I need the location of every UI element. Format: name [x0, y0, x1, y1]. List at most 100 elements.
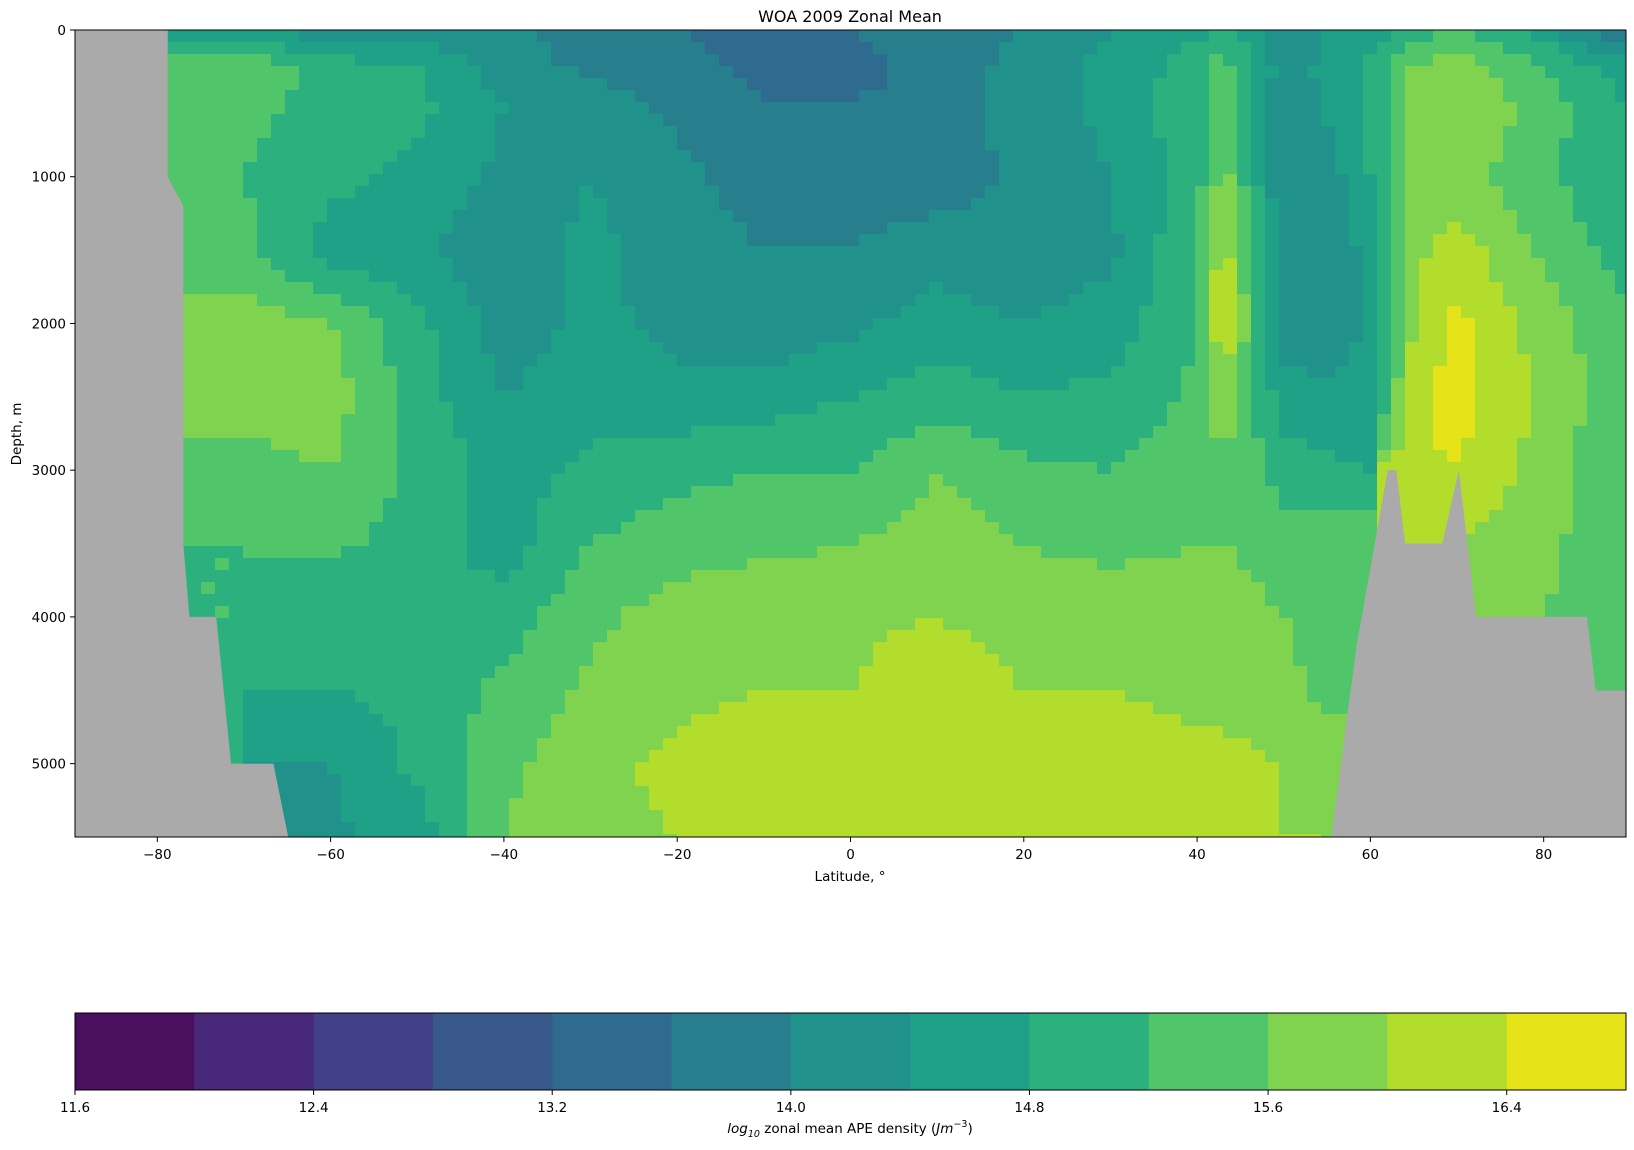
- contour-cell: [1615, 270, 1626, 283]
- contour-cell: [957, 450, 972, 463]
- contour-cell: [803, 54, 818, 67]
- contour-cell: [1335, 342, 1350, 355]
- contour-cell: [915, 234, 930, 247]
- contour-cell: [1125, 486, 1140, 499]
- contour-cell: [957, 534, 972, 547]
- contour-cell: [719, 258, 734, 271]
- contour-cell: [761, 318, 776, 331]
- contour-cell: [733, 318, 748, 331]
- contour-cell: [1321, 294, 1336, 307]
- contour-cell: [971, 126, 986, 139]
- contour-cell: [887, 210, 902, 223]
- contour-cell: [1377, 414, 1392, 427]
- contour-cell: [341, 102, 356, 115]
- contour-cell: [425, 318, 440, 331]
- contour-cell: [243, 390, 258, 403]
- contour-cell: [481, 390, 496, 403]
- contour-cell: [1209, 522, 1224, 535]
- contour-cell: [915, 294, 930, 307]
- contour-cell: [1405, 186, 1420, 199]
- contour-cell: [733, 210, 748, 223]
- contour-cell: [775, 138, 790, 151]
- contour-cell: [1069, 30, 1084, 43]
- contour-cell: [1293, 114, 1308, 127]
- contour-cell: [1489, 318, 1504, 331]
- contour-cell: [859, 234, 874, 247]
- contour-cell: [1251, 534, 1266, 547]
- contour-cell: [355, 102, 370, 115]
- contour-cell: [1251, 102, 1266, 115]
- contour-cell: [1475, 234, 1490, 247]
- contour-cell: [635, 126, 650, 139]
- contour-cell: [1125, 114, 1140, 127]
- contour-cell: [817, 354, 832, 367]
- contour-cell: [1139, 66, 1154, 79]
- contour-cell: [957, 114, 972, 127]
- contour-cell: [873, 378, 888, 391]
- contour-cell: [327, 534, 342, 547]
- contour-cell: [1405, 42, 1420, 55]
- contour-cell: [383, 414, 398, 427]
- contour-cell: [789, 402, 804, 415]
- contour-cell: [1069, 378, 1084, 391]
- contour-cell: [187, 78, 202, 91]
- contour-cell: [243, 210, 258, 223]
- contour-cell: [1601, 498, 1616, 511]
- contour-cell: [439, 210, 454, 223]
- contour-cell: [1307, 138, 1322, 151]
- contour-cell: [453, 426, 468, 439]
- contour-cell: [803, 234, 818, 247]
- contour-cell: [1069, 150, 1084, 163]
- contour-cell: [1265, 222, 1280, 235]
- contour-cell: [1167, 126, 1182, 139]
- contour-cell: [411, 342, 426, 355]
- contour-cell: [1027, 318, 1042, 331]
- contour-cell: [215, 246, 230, 259]
- contour-cell: [747, 66, 762, 79]
- contour-cell: [201, 522, 216, 535]
- contour-cell: [929, 378, 944, 391]
- contour-cell: [467, 474, 482, 487]
- contour-cell: [1195, 234, 1210, 247]
- contour-cell: [859, 342, 874, 355]
- contour-cell: [215, 222, 230, 235]
- contour-cell: [957, 186, 972, 199]
- contour-cell: [649, 186, 664, 199]
- contour-cell: [1139, 390, 1154, 403]
- contour-cell: [1097, 246, 1112, 259]
- contour-cell: [887, 558, 902, 571]
- contour-cell: [397, 438, 412, 451]
- contour-cell: [649, 474, 664, 487]
- contour-cell: [635, 282, 650, 295]
- contour-cell: [299, 258, 314, 271]
- contour-cell: [677, 390, 692, 403]
- contour-cell: [985, 378, 1000, 391]
- contour-cell: [537, 42, 552, 55]
- contour-cell: [1111, 222, 1126, 235]
- contour-cell: [971, 438, 986, 451]
- contour-cell: [915, 414, 930, 427]
- contour-cell: [1503, 222, 1518, 235]
- contour-cell: [775, 258, 790, 271]
- contour-cell: [957, 90, 972, 103]
- contour-cell: [1265, 498, 1280, 511]
- contour-cell: [803, 498, 818, 511]
- contour-cell: [1503, 126, 1518, 139]
- contour-cell: [187, 30, 202, 43]
- contour-cell: [1447, 114, 1462, 127]
- contour-cell: [719, 450, 734, 463]
- contour-cell: [1209, 414, 1224, 427]
- contour-cell: [467, 306, 482, 319]
- contour-cell: [565, 426, 580, 439]
- contour-cell: [1181, 474, 1196, 487]
- contour-cell: [1405, 414, 1420, 427]
- contour-cell: [201, 54, 216, 67]
- contour-cell: [971, 450, 986, 463]
- contour-cell: [901, 294, 916, 307]
- contour-cell: [999, 258, 1014, 271]
- contour-cell: [915, 558, 930, 571]
- contour-cell: [215, 426, 230, 439]
- contour-cell: [607, 114, 622, 127]
- contour-cell: [1153, 390, 1168, 403]
- contour-cell: [313, 522, 328, 535]
